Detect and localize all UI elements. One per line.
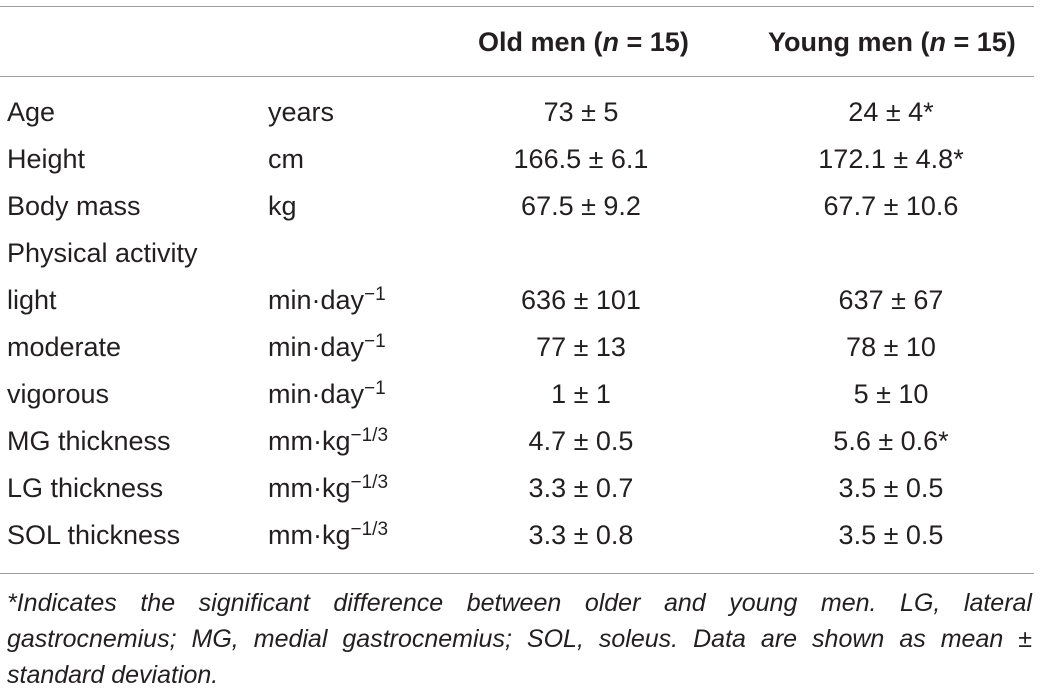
row-label: Body mass [7, 191, 141, 221]
row-old-value: 73 ± 5 [543, 97, 619, 127]
row-young-value: 3.5 ± 0.5 [838, 520, 944, 550]
row-label: MG thickness [7, 426, 171, 456]
row-label: light [7, 285, 57, 315]
table-row: Height cm 166.5 ± 6.1 172.1 ± 4.8* [0, 141, 1034, 188]
row-label: moderate [7, 332, 122, 362]
table-row: Age years 73 ± 5 24 ± 4* [0, 94, 1034, 141]
header-old-men: Old men (n = 15) [478, 27, 689, 57]
row-young-value: 637 ± 67 [838, 285, 944, 315]
row-unit: years [268, 97, 335, 127]
table-row: SOL thickness mm·kg−1/3 3.3 ± 0.8 3.5 ± … [0, 517, 1034, 564]
unit-exponent: −1/3 [350, 425, 389, 446]
row-unit: min·day−1 [268, 331, 386, 362]
unit-exponent: −1 [364, 331, 386, 352]
row-young-value: 78 ± 10 [846, 332, 936, 362]
table-row: moderate min·day−1 77 ± 13 78 ± 10 [0, 329, 1034, 376]
unit-exponent: −1 [364, 378, 386, 399]
row-old-value: 636 ± 101 [521, 285, 641, 315]
table-row: MG thickness mm·kg−1/3 4.7 ± 0.5 5.6 ± 0… [0, 423, 1034, 470]
table-row: Physical activity [0, 235, 1034, 282]
unit-exponent: −1/3 [350, 472, 389, 493]
row-label: Physical activity [7, 238, 198, 268]
row-old-value: 3.3 ± 0.8 [528, 520, 634, 550]
row-old-value: 4.7 ± 0.5 [528, 426, 634, 456]
table-row: LG thickness mm·kg−1/3 3.3 ± 0.7 3.5 ± 0… [0, 470, 1034, 517]
row-young-value: 3.5 ± 0.5 [838, 473, 944, 503]
row-unit: kg [268, 191, 297, 221]
row-old-value: 166.5 ± 6.1 [513, 144, 649, 174]
row-unit: min·day−1 [268, 378, 386, 409]
table-footnote: *Indicates the significant difference be… [7, 589, 1032, 689]
table-row: light min·day−1 636 ± 101 637 ± 67 [0, 282, 1034, 329]
row-young-value: 67.7 ± 10.6 [823, 191, 959, 221]
row-young-value: 172.1 ± 4.8* [818, 144, 964, 174]
row-young-value: 5.6 ± 0.6* [833, 426, 949, 456]
row-young-value: 5 ± 10 [853, 379, 929, 409]
row-label: LG thickness [7, 473, 164, 503]
table-bottom-rule [0, 573, 1034, 574]
row-label: SOL thickness [7, 520, 181, 550]
table-header-rule [0, 76, 1034, 77]
table-top-rule [0, 6, 1034, 7]
row-unit: mm·kg−1/3 [268, 472, 389, 503]
header-young-men: Young men (n = 15) [768, 27, 1016, 57]
row-label: Height [7, 144, 86, 174]
table-row: Body mass kg 67.5 ± 9.2 67.7 ± 10.6 [0, 188, 1034, 235]
unit-exponent: −1 [364, 284, 386, 305]
row-unit: cm [268, 144, 304, 174]
row-unit: mm·kg−1/3 [268, 425, 389, 456]
row-label: Age [7, 97, 56, 127]
row-old-value: 1 ± 1 [551, 379, 611, 409]
row-old-value: 3.3 ± 0.7 [528, 473, 634, 503]
row-unit: min·day−1 [268, 284, 386, 315]
row-old-value: 77 ± 13 [536, 332, 626, 362]
row-label: vigorous [7, 379, 110, 409]
table-row: vigorous min·day−1 1 ± 1 5 ± 10 [0, 376, 1034, 423]
row-old-value: 67.5 ± 9.2 [521, 191, 641, 221]
unit-exponent: −1/3 [350, 519, 389, 540]
row-young-value: 24 ± 4* [848, 97, 934, 127]
row-unit: mm·kg−1/3 [268, 519, 389, 550]
